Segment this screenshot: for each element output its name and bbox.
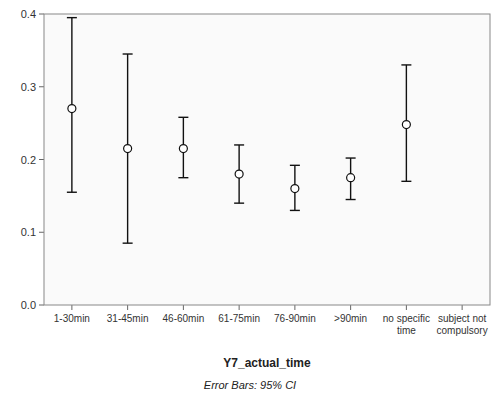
y-tick-label: 0.2	[21, 154, 36, 166]
x-tick-label-line: compulsory	[437, 325, 488, 336]
y-tick	[39, 86, 44, 87]
x-tick-label-line: 61-75min	[218, 313, 260, 324]
x-axis-label: Y7_actual_time	[223, 356, 311, 370]
chart: 0.0 0.1 0.2 0.3 0.4 1-30min 31-45min 46-60min 61…	[0, 0, 500, 397]
x-tick-label-line: no specific	[383, 313, 430, 324]
mean-point	[347, 174, 355, 182]
x-tick-label: >90min	[334, 313, 367, 324]
y-tick	[39, 232, 44, 233]
y-tick-label: 0.3	[21, 81, 36, 93]
error-cap-upper	[123, 53, 133, 54]
error-cap-lower	[346, 199, 356, 200]
x-tick	[406, 305, 407, 310]
x-tick-label-line: time	[397, 325, 416, 336]
plot-area	[44, 14, 490, 305]
x-tick-label-line: 1-30min	[54, 313, 90, 324]
x-tick-label: 76-90min	[274, 313, 316, 324]
x-tick-label-line: 46-60min	[163, 313, 205, 324]
x-tick	[183, 305, 184, 310]
x-tick	[462, 305, 463, 310]
error-cap-upper	[178, 117, 188, 118]
mean-point	[402, 121, 410, 129]
footnote: Error Bars: 95% CI	[204, 379, 296, 391]
error-cap-lower	[290, 210, 300, 211]
x-tick	[239, 305, 240, 310]
x-tick-label: 61-75min	[218, 313, 260, 324]
x-tick-label-line: subject not	[438, 313, 487, 324]
error-cap-lower	[234, 202, 244, 203]
x-tick-label: subject notcompulsory	[437, 313, 488, 336]
error-cap-upper	[346, 157, 356, 158]
x-tick	[127, 305, 128, 310]
x-tick-label: 1-30min	[54, 313, 90, 324]
x-tick	[350, 305, 351, 310]
x-tick-label: 46-60min	[163, 313, 205, 324]
x-tick	[71, 305, 72, 310]
y-tick	[39, 159, 44, 160]
y-tick	[39, 305, 44, 306]
mean-point	[291, 185, 299, 193]
error-cap-upper	[234, 144, 244, 145]
mean-point	[124, 145, 132, 153]
mean-point	[68, 105, 76, 113]
error-cap-upper	[401, 64, 411, 65]
y-tick-label: 0.4	[21, 8, 36, 20]
x-tick-label: 31-45min	[107, 313, 149, 324]
x-tick	[294, 305, 295, 310]
y-tick	[39, 14, 44, 15]
y-tick-label: 0.1	[21, 226, 36, 238]
error-cap-lower	[178, 177, 188, 178]
marks	[67, 18, 412, 244]
plot-frame	[44, 14, 490, 305]
x-tick-label-line: >90min	[334, 313, 367, 324]
x-tick-label-line: 31-45min	[107, 313, 149, 324]
mean-point	[235, 170, 243, 178]
error-cap-upper	[290, 165, 300, 166]
x-tick-label: no specifictime	[383, 313, 430, 336]
error-cap-upper	[67, 17, 77, 18]
y-tick-label: 0.0	[21, 299, 36, 311]
mean-point	[179, 145, 187, 153]
error-cap-lower	[67, 192, 77, 193]
x-tick-label-line: 76-90min	[274, 313, 316, 324]
error-cap-lower	[123, 242, 133, 243]
error-cap-lower	[401, 181, 411, 182]
